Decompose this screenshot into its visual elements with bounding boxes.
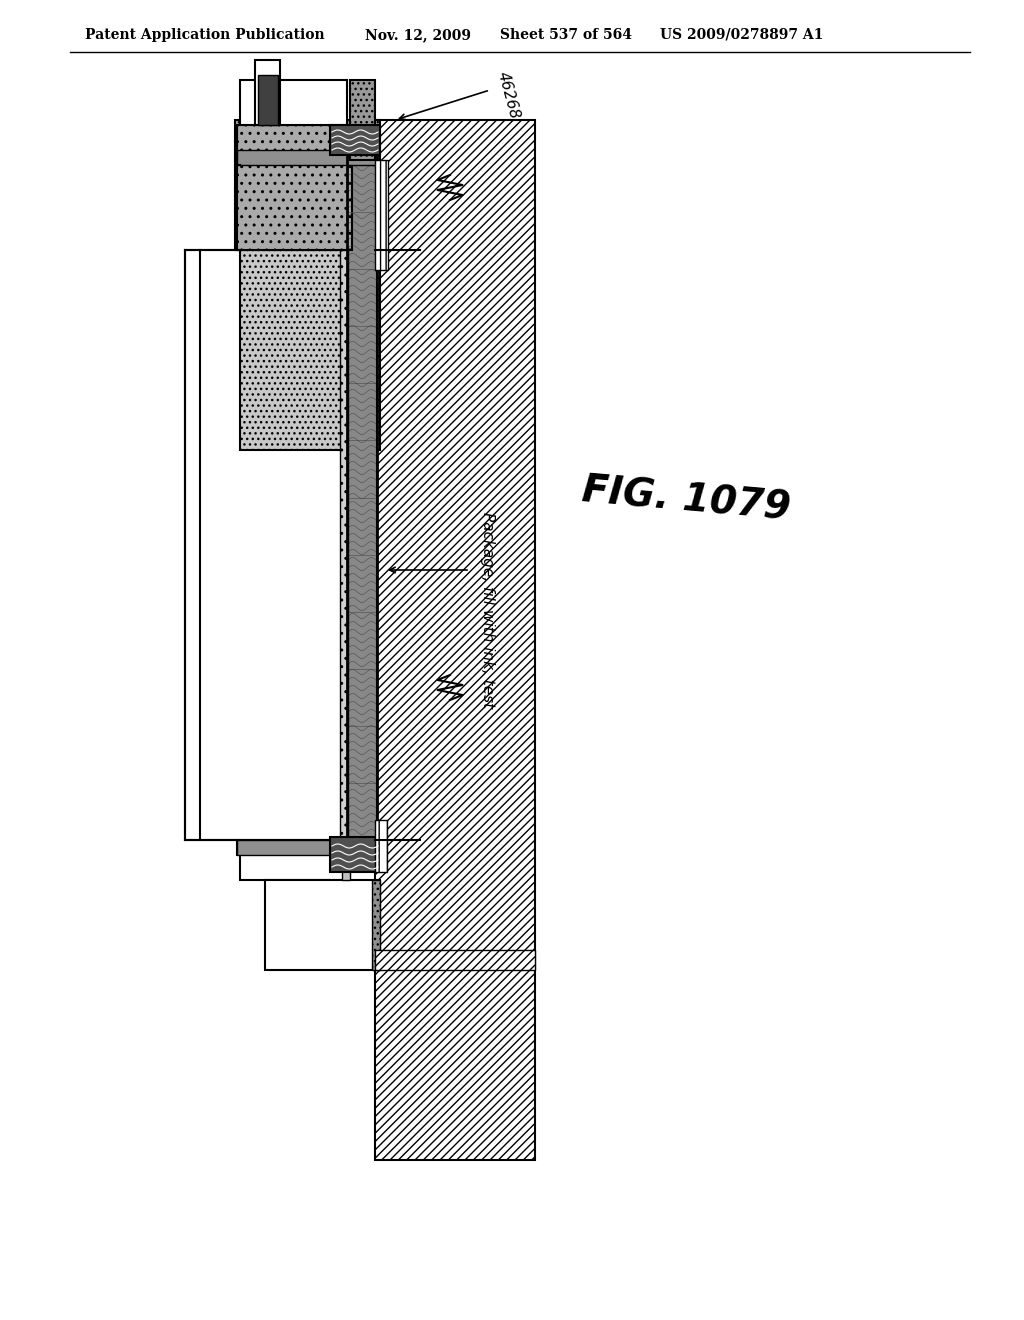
Bar [330, 837, 380, 873]
Text: Package, fill with ink, test: Package, fill with ink, test [480, 512, 495, 708]
Text: Patent Application Publication: Patent Application Publication [85, 28, 325, 42]
Bar [240, 249, 380, 450]
Bar [265, 880, 380, 970]
Bar [240, 840, 350, 880]
Bar [237, 150, 377, 165]
Bar [350, 81, 375, 160]
Text: Sheet 537 of 564: Sheet 537 of 564 [500, 28, 632, 42]
Bar [347, 154, 377, 840]
Text: Nov. 12, 2009: Nov. 12, 2009 [365, 28, 471, 42]
Bar [255, 59, 280, 125]
Bar [240, 81, 347, 125]
Bar [237, 840, 377, 855]
Bar [340, 249, 348, 840]
Bar [342, 840, 350, 880]
Bar [330, 125, 380, 154]
Bar [375, 120, 535, 1160]
Bar [375, 950, 535, 970]
Bar [234, 120, 380, 249]
Text: FIG. 1079: FIG. 1079 [580, 473, 792, 528]
Bar [237, 125, 352, 249]
Bar [375, 820, 387, 873]
Bar [375, 160, 388, 271]
Bar [372, 880, 380, 970]
Bar [185, 249, 347, 840]
Text: US 2009/0278897 A1: US 2009/0278897 A1 [660, 28, 823, 42]
Text: 46268: 46268 [495, 70, 522, 120]
Bar [258, 75, 278, 125]
